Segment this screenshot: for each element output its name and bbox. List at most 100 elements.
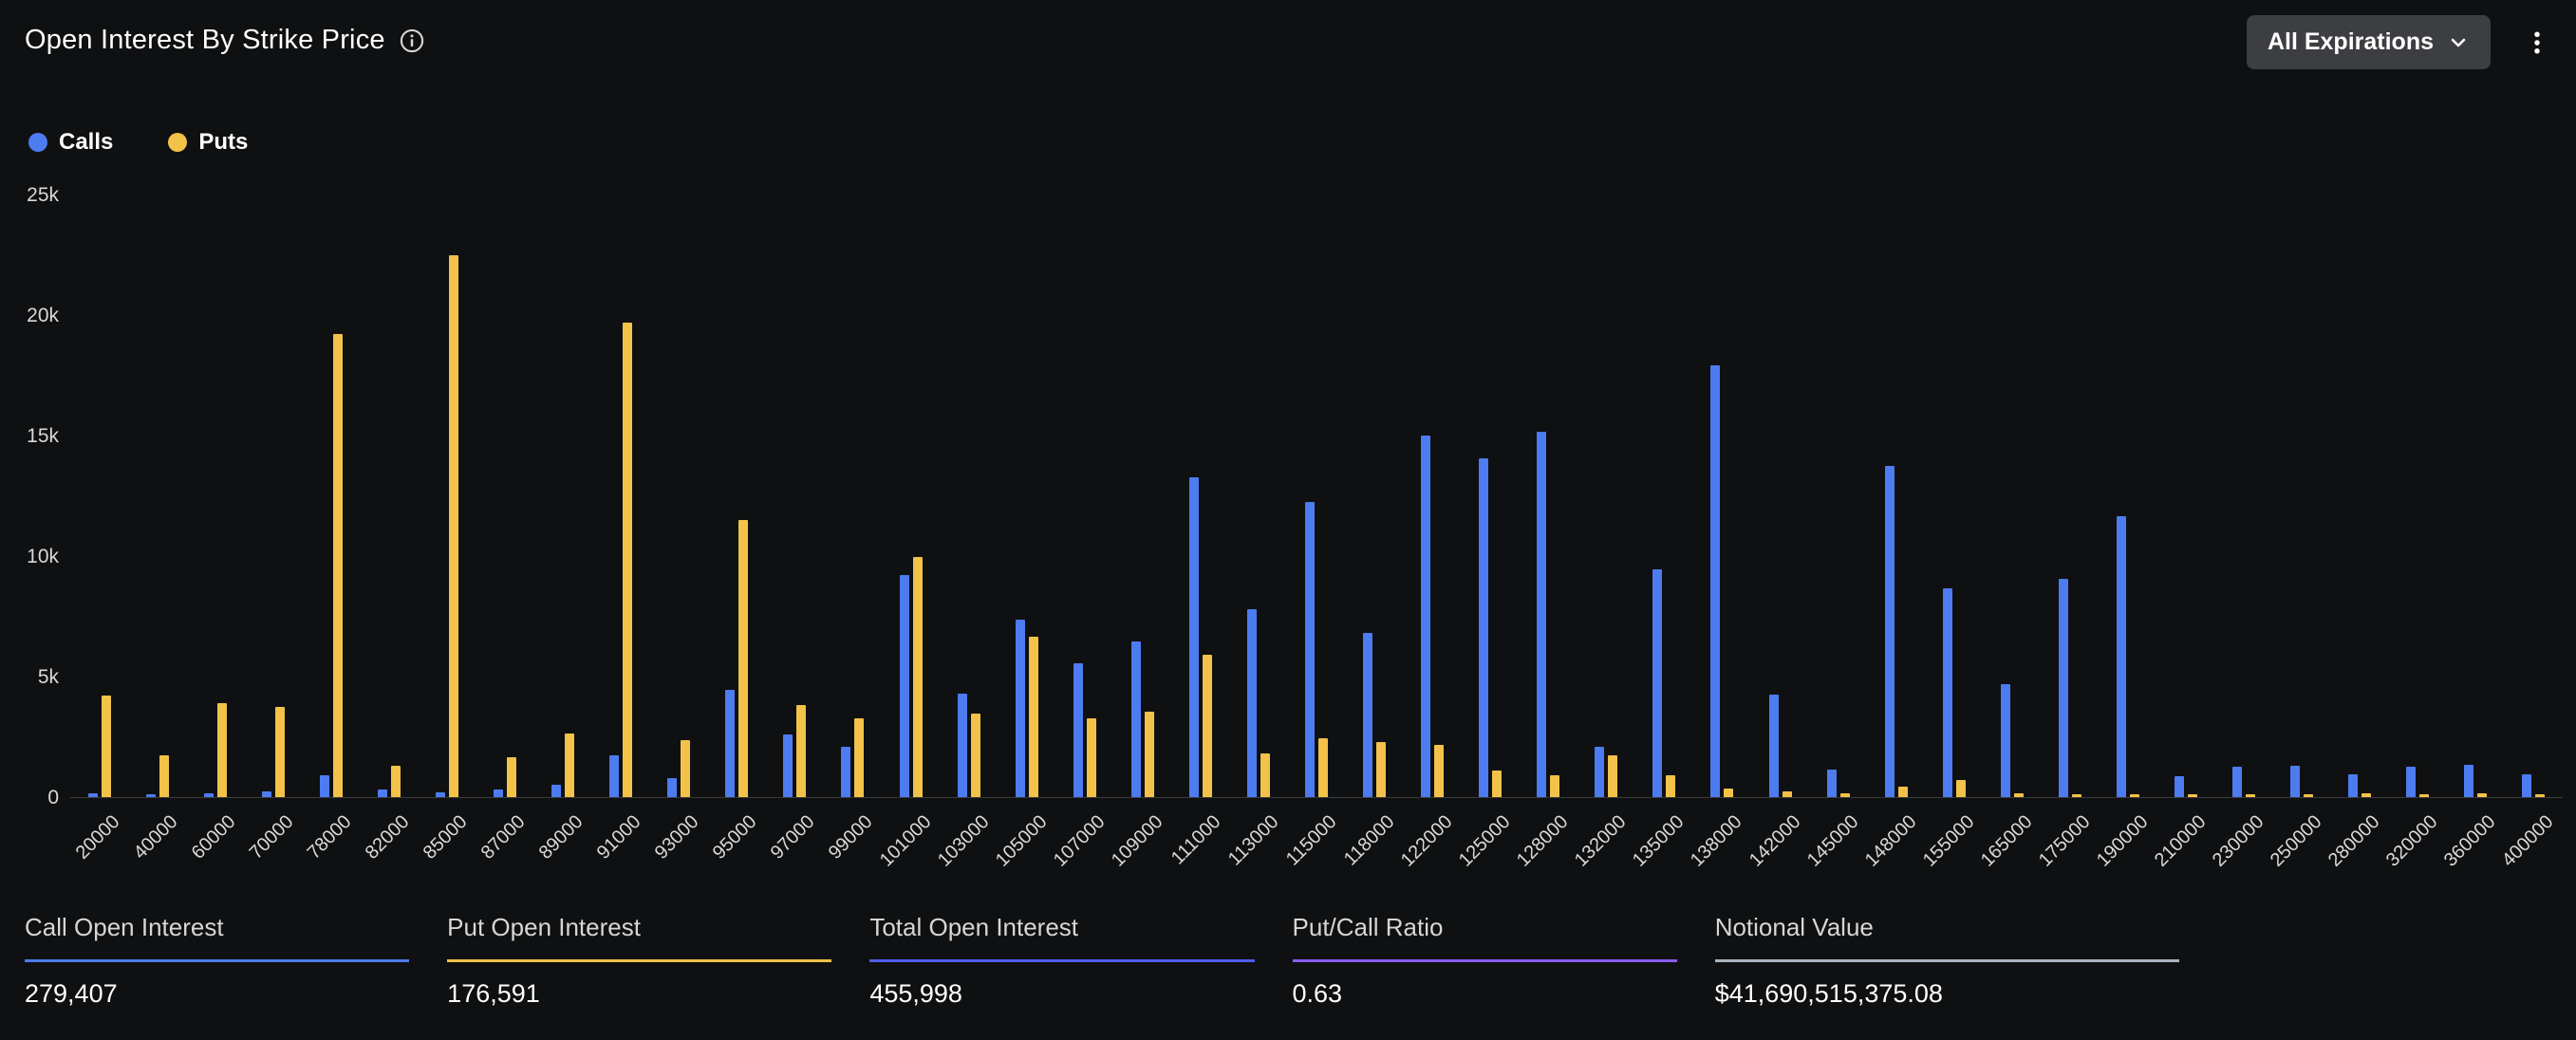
bar-calls[interactable]: [145, 793, 156, 797]
bar-calls[interactable]: [1479, 458, 1489, 797]
bar-puts[interactable]: [1666, 775, 1676, 797]
bar-puts[interactable]: [448, 254, 458, 797]
bar-calls[interactable]: [2406, 767, 2417, 797]
bar-puts[interactable]: [2013, 793, 2024, 797]
bar-calls[interactable]: [1188, 477, 1199, 797]
kebab-menu-icon[interactable]: [2523, 22, 2551, 64]
bar-puts[interactable]: [1144, 711, 1154, 797]
stat-label: Total Open Interest: [869, 913, 1255, 962]
bar-calls[interactable]: [783, 734, 793, 797]
expiration-filter-button[interactable]: All Expirations: [2246, 15, 2491, 69]
bar-calls[interactable]: [2175, 776, 2185, 797]
bar-puts[interactable]: [2361, 793, 2372, 797]
bar-calls[interactable]: [2464, 764, 2474, 797]
stat-card: Total Open Interest 455,998: [869, 913, 1255, 1009]
bar-calls[interactable]: [1073, 663, 1083, 797]
bar-calls[interactable]: [1246, 608, 1257, 797]
stat-value: 0.63: [1292, 979, 1343, 1008]
bar-calls[interactable]: [1942, 588, 1952, 797]
legend-item-calls[interactable]: Calls: [28, 129, 113, 156]
bar-calls[interactable]: [1768, 695, 1779, 797]
legend-item-puts[interactable]: Puts: [168, 129, 248, 156]
bar-puts[interactable]: [274, 706, 285, 797]
bar-calls[interactable]: [494, 789, 504, 797]
bar-puts[interactable]: [912, 557, 923, 797]
bar-puts[interactable]: [1028, 637, 1038, 797]
bar-puts[interactable]: [2129, 794, 2139, 797]
bar-calls[interactable]: [435, 791, 445, 797]
info-icon[interactable]: [399, 28, 425, 54]
bar-puts[interactable]: [332, 334, 343, 797]
bar-puts[interactable]: [101, 696, 111, 797]
bar-puts[interactable]: [1897, 786, 1908, 797]
bar-calls[interactable]: [2348, 773, 2359, 797]
bar-puts[interactable]: [1260, 753, 1270, 797]
bar-puts[interactable]: [796, 705, 807, 797]
bar-calls[interactable]: [957, 693, 967, 797]
bar-calls[interactable]: [1305, 501, 1315, 797]
bar-calls[interactable]: [1537, 432, 1547, 797]
bar-puts[interactable]: [1202, 655, 1212, 797]
bar-puts[interactable]: [1608, 754, 1618, 797]
bar-calls[interactable]: [203, 793, 214, 797]
bar-calls[interactable]: [377, 789, 387, 797]
bar-puts[interactable]: [216, 702, 227, 797]
bar-calls[interactable]: [2116, 516, 2126, 797]
bar-puts[interactable]: [2246, 794, 2256, 797]
bar-calls[interactable]: [2058, 579, 2068, 797]
bar-puts[interactable]: [970, 714, 980, 797]
bar-calls[interactable]: [725, 689, 736, 797]
bar-puts[interactable]: [390, 765, 401, 797]
bar-calls[interactable]: [261, 790, 271, 797]
bar-puts[interactable]: [1955, 780, 1966, 797]
bar-puts[interactable]: [854, 718, 865, 797]
bar-calls[interactable]: [667, 777, 678, 797]
bar-calls[interactable]: [1652, 568, 1663, 797]
bar-puts[interactable]: [2304, 793, 2314, 797]
bar-calls[interactable]: [1710, 365, 1721, 797]
y-tick-label: 20k: [27, 305, 59, 326]
bar-calls[interactable]: [87, 793, 98, 797]
bar-puts[interactable]: [1839, 793, 1850, 797]
x-tick-label: 230000: [2208, 811, 2268, 871]
bar-puts[interactable]: [681, 740, 691, 797]
bar-calls[interactable]: [1130, 641, 1141, 797]
bar-calls[interactable]: [609, 754, 620, 797]
bar-puts[interactable]: [623, 322, 633, 797]
bar-calls[interactable]: [841, 746, 851, 797]
bar-puts[interactable]: [1434, 745, 1445, 797]
bar-puts[interactable]: [2535, 794, 2546, 797]
bar-puts[interactable]: [2071, 793, 2081, 797]
x-tick-label: 250000: [2266, 811, 2326, 871]
bar-puts[interactable]: [565, 733, 575, 797]
bar-puts[interactable]: [1782, 790, 1792, 797]
bar-calls[interactable]: [2000, 683, 2010, 797]
bar-calls[interactable]: [1826, 769, 1837, 797]
bar-puts[interactable]: [159, 754, 169, 797]
bar-calls[interactable]: [2290, 765, 2301, 797]
bar-puts[interactable]: [1376, 741, 1387, 797]
bar-puts[interactable]: [2188, 793, 2198, 797]
bar-puts[interactable]: [2419, 794, 2430, 797]
bar-calls[interactable]: [551, 785, 562, 797]
bar-puts[interactable]: [507, 757, 517, 797]
bar-puts[interactable]: [1086, 718, 1096, 797]
bar-puts[interactable]: [738, 519, 749, 797]
bar-calls[interactable]: [1015, 620, 1025, 797]
bar-calls[interactable]: [1421, 436, 1431, 797]
bar-calls[interactable]: [2232, 767, 2243, 797]
bar-puts[interactable]: [1318, 737, 1328, 797]
bar-calls[interactable]: [1884, 465, 1895, 797]
bar-puts[interactable]: [1492, 771, 1503, 797]
bar-puts[interactable]: [1724, 789, 1734, 797]
bar-calls[interactable]: [1595, 746, 1605, 797]
x-axis-baseline: [70, 797, 2563, 798]
bar-calls[interactable]: [319, 775, 329, 797]
bar-puts[interactable]: [2477, 793, 2488, 797]
bar-calls[interactable]: [2522, 773, 2532, 797]
bar-puts[interactable]: [1550, 775, 1560, 797]
x-tick-label: 118000: [1339, 811, 1399, 870]
bar-calls[interactable]: [1363, 633, 1373, 797]
x-tick-label: 115000: [1281, 811, 1341, 870]
bar-calls[interactable]: [899, 575, 909, 797]
